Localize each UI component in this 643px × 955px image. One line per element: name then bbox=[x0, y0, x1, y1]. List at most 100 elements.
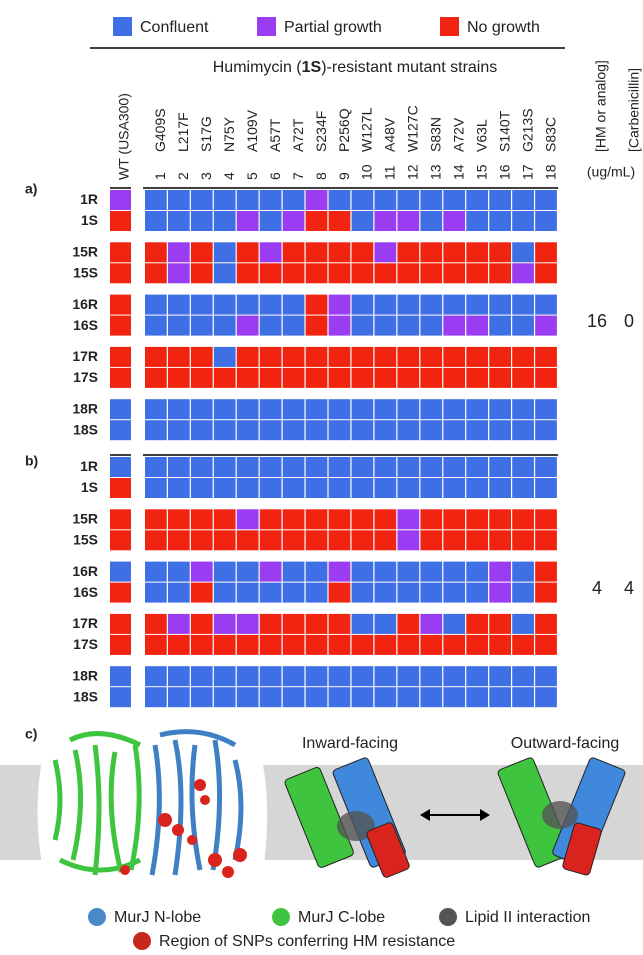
cell bbox=[306, 509, 328, 529]
cell bbox=[420, 368, 442, 388]
strain-number: 17 bbox=[519, 164, 535, 180]
cell bbox=[352, 316, 374, 336]
mutation-label: G409S bbox=[152, 108, 168, 152]
cell bbox=[191, 614, 213, 634]
cell bbox=[489, 295, 511, 315]
title-part: Humimycin ( bbox=[213, 59, 303, 76]
cell bbox=[283, 583, 305, 603]
cell bbox=[191, 509, 213, 529]
cell bbox=[260, 562, 282, 582]
mutation-label: P256Q bbox=[336, 108, 352, 152]
cell bbox=[535, 420, 557, 440]
cell bbox=[306, 666, 328, 686]
row-label: 1S bbox=[81, 212, 98, 228]
cell bbox=[535, 666, 557, 686]
wt-cell bbox=[110, 420, 131, 440]
cell bbox=[352, 562, 374, 582]
cell bbox=[375, 509, 397, 529]
cell bbox=[306, 242, 328, 262]
strain-number: 15 bbox=[473, 164, 489, 180]
cell bbox=[191, 263, 213, 283]
cell bbox=[420, 347, 442, 367]
wt-cell bbox=[110, 368, 131, 388]
cell bbox=[214, 614, 236, 634]
cell bbox=[306, 399, 328, 419]
row-label: 16S bbox=[73, 317, 98, 333]
cell bbox=[466, 562, 488, 582]
cell bbox=[512, 530, 534, 550]
cell bbox=[375, 211, 397, 231]
cell bbox=[214, 211, 236, 231]
wt-cell bbox=[110, 562, 131, 582]
cell bbox=[352, 509, 374, 529]
cell bbox=[352, 190, 374, 210]
cell bbox=[283, 347, 305, 367]
cell bbox=[191, 457, 213, 477]
cell bbox=[535, 190, 557, 210]
cell bbox=[466, 211, 488, 231]
cell bbox=[214, 263, 236, 283]
wt-cell bbox=[110, 316, 131, 336]
cell bbox=[283, 399, 305, 419]
cell bbox=[443, 530, 465, 550]
cell bbox=[535, 457, 557, 477]
cell bbox=[397, 562, 419, 582]
cell bbox=[214, 347, 236, 367]
cell bbox=[168, 614, 190, 634]
cell bbox=[260, 242, 282, 262]
cell bbox=[512, 242, 534, 262]
cell bbox=[145, 211, 167, 231]
cell bbox=[489, 457, 511, 477]
cell bbox=[535, 562, 557, 582]
cell bbox=[466, 399, 488, 419]
cell bbox=[145, 347, 167, 367]
strain-number: 16 bbox=[496, 164, 512, 180]
cell bbox=[306, 190, 328, 210]
cell bbox=[191, 190, 213, 210]
cell bbox=[397, 614, 419, 634]
cell bbox=[191, 242, 213, 262]
row-label: 15S bbox=[73, 265, 98, 281]
cell bbox=[512, 295, 534, 315]
cell bbox=[260, 263, 282, 283]
legend-dot bbox=[88, 908, 106, 926]
mutation-label: S234F bbox=[313, 111, 329, 152]
cell bbox=[375, 295, 397, 315]
legend-dot bbox=[439, 908, 457, 926]
wt-cell bbox=[110, 242, 131, 262]
cell bbox=[489, 509, 511, 529]
cell bbox=[168, 457, 190, 477]
cell bbox=[191, 368, 213, 388]
cell bbox=[489, 316, 511, 336]
cell bbox=[466, 666, 488, 686]
cell bbox=[191, 583, 213, 603]
cell bbox=[466, 530, 488, 550]
cell bbox=[191, 666, 213, 686]
cell bbox=[237, 295, 259, 315]
cell bbox=[535, 583, 557, 603]
cell bbox=[214, 316, 236, 336]
cell bbox=[145, 583, 167, 603]
cell bbox=[237, 263, 259, 283]
mutation-label: S83N bbox=[428, 117, 444, 152]
cell bbox=[397, 211, 419, 231]
cell bbox=[397, 583, 419, 603]
cell bbox=[489, 399, 511, 419]
cell bbox=[283, 368, 305, 388]
cell bbox=[420, 420, 442, 440]
cell bbox=[352, 420, 374, 440]
cell bbox=[466, 368, 488, 388]
cell bbox=[191, 420, 213, 440]
cell bbox=[145, 614, 167, 634]
cell bbox=[352, 399, 374, 419]
cell bbox=[420, 614, 442, 634]
wt-cell bbox=[110, 399, 131, 419]
strain-number: 11 bbox=[382, 165, 398, 180]
legend-label: Partial growth bbox=[284, 19, 382, 36]
cell bbox=[466, 457, 488, 477]
cell bbox=[168, 687, 190, 707]
hm-concentration: 4 bbox=[592, 578, 602, 598]
cell bbox=[535, 368, 557, 388]
cell bbox=[145, 509, 167, 529]
cell bbox=[329, 316, 351, 336]
